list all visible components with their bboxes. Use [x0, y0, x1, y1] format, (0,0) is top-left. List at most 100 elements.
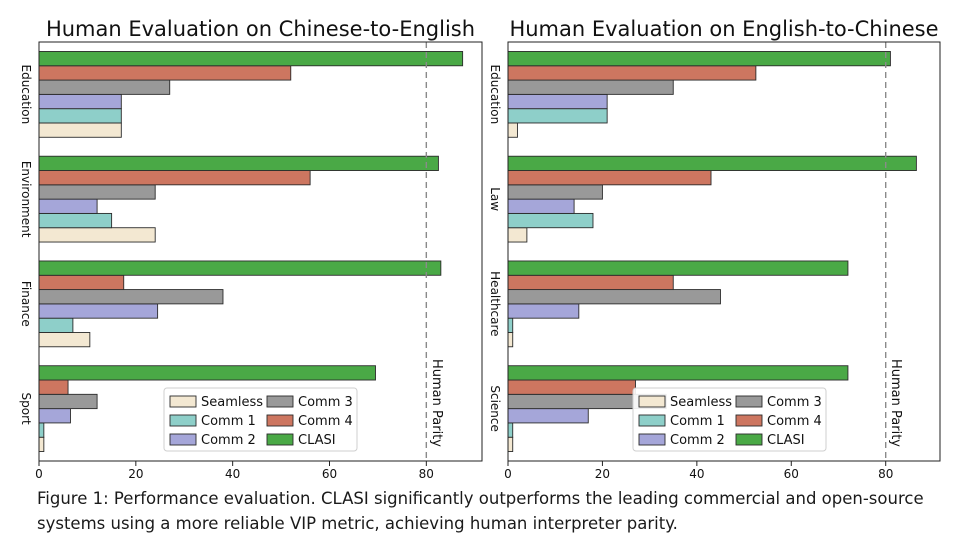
legend-label-comm-2: Comm 2	[201, 433, 256, 448]
legend-swatch-comm-4	[266, 414, 294, 427]
legend-swatch-seamless	[169, 395, 197, 408]
bar-science-clasi	[507, 365, 849, 381]
bar-education-seamless	[507, 122, 518, 138]
category-group-law: Law	[488, 155, 917, 243]
bar-law-comm-2	[507, 198, 575, 214]
bar-science-seamless	[507, 436, 514, 452]
x-tick-label-40: 40	[225, 467, 240, 480]
bar-science-comm-2	[507, 408, 589, 424]
bar-education-comm-4	[507, 65, 757, 81]
legend-swatch-seamless	[638, 395, 666, 408]
chart-panel-2: Human Evaluation on English-to-Chinese Ed…	[488, 17, 941, 480]
bar-science-comm-1	[507, 422, 514, 438]
x-tick-label-20: 20	[128, 467, 143, 480]
bar-law-comm-1	[507, 212, 594, 229]
legend-label-comm-4: Comm 4	[767, 414, 822, 429]
bar-sport-comm-4	[38, 379, 69, 395]
category-label-finance: Finance	[19, 281, 33, 327]
legend-swatch-comm-3	[266, 395, 294, 408]
category-group-finance: Finance	[19, 260, 442, 348]
bar-law-comm-3	[507, 184, 603, 200]
chart-title: Human Evaluation on Chinese-to-English	[46, 17, 475, 41]
legend-label-seamless: Seamless	[670, 395, 732, 410]
bar-education-comm-2	[38, 93, 122, 110]
category-group-education: Education	[19, 51, 464, 138]
bar-environment-comm-1	[38, 212, 113, 229]
bar-sport-comm-3	[38, 393, 98, 410]
legend-label-comm-3: Comm 3	[767, 395, 822, 410]
bar-healthcare-comm-3	[507, 289, 721, 305]
legend-label-comm-3: Comm 3	[298, 395, 353, 410]
legend-label-comm-1: Comm 1	[201, 414, 256, 429]
legend-box	[163, 387, 358, 452]
bar-healthcare-seamless	[507, 332, 514, 348]
legend-label-comm-2: Comm 2	[670, 433, 725, 448]
legend-swatch-comm-1	[169, 414, 197, 427]
bar-finance-comm-4	[38, 274, 125, 291]
bar-environment-comm-3	[38, 184, 156, 200]
category-group-education: Education	[488, 51, 891, 138]
legend-swatch-comm-2	[638, 433, 666, 446]
category-label-science: Science	[488, 385, 502, 432]
chart-panel-1: Human Evaluation on Chinese-to-English Ed…	[19, 17, 483, 480]
bar-finance-comm-1	[38, 317, 74, 333]
bar-sport-comm-1	[38, 422, 45, 438]
bar-finance-comm-3	[38, 289, 224, 305]
x-tick-label-0: 0	[504, 467, 512, 480]
bar-education-comm-2	[507, 93, 608, 110]
legend-label-seamless: Seamless	[201, 395, 263, 410]
human-parity-label: Human Parity	[429, 359, 444, 447]
legend-swatch-clasi	[735, 433, 763, 446]
legend-swatch-comm-4	[735, 414, 763, 427]
legend-swatch-comm-2	[169, 433, 197, 446]
legend-label-comm-1: Comm 1	[670, 414, 725, 429]
legend: Seamless Comm 1 Comm 2 Comm 3 Comm 4 CLASI	[163, 387, 358, 452]
bar-healthcare-clasi	[507, 260, 849, 276]
x-tick-label-20: 20	[595, 467, 610, 480]
bar-sport-comm-2	[38, 408, 71, 424]
legend-label-comm-4: Comm 4	[298, 414, 353, 429]
plot-frame	[507, 41, 941, 462]
category-label-sport: Sport	[19, 393, 33, 426]
bar-education-comm-4	[38, 65, 292, 81]
x-tick-label-60: 60	[784, 467, 799, 480]
category-group-science: Science	[488, 365, 849, 452]
legend-label-clasi: CLASI	[298, 433, 336, 448]
bar-finance-comm-2	[38, 303, 159, 319]
bar-healthcare-comm-2	[507, 303, 580, 319]
legend-swatch-clasi	[266, 433, 294, 446]
category-label-education: Education	[488, 65, 502, 125]
figure-caption: Figure 1: Performance evaluation. CLASI …	[37, 489, 924, 533]
bar-healthcare-comm-1	[507, 317, 514, 333]
x-tick-label-80: 80	[419, 467, 434, 480]
bar-finance-seamless	[38, 332, 91, 348]
x-tick-label-80: 80	[878, 467, 893, 480]
plot-frame	[38, 41, 483, 462]
bar-environment-clasi	[38, 155, 439, 171]
category-group-environment: Environment	[19, 155, 439, 243]
bar-education-comm-3	[38, 79, 171, 95]
bar-sport-clasi	[38, 365, 376, 381]
bar-education-seamless	[38, 122, 122, 138]
legend-swatch-comm-1	[638, 414, 666, 427]
category-group-healthcare: Healthcare	[488, 260, 849, 348]
bar-sport-seamless	[38, 436, 45, 452]
x-tick-label-60: 60	[322, 467, 337, 480]
chart-title: Human Evaluation on English-to-Chinese	[509, 17, 938, 41]
x-tick-label-40: 40	[689, 467, 704, 480]
bar-environment-comm-4	[38, 170, 311, 186]
x-tick-label-0: 0	[35, 467, 43, 480]
bar-healthcare-comm-4	[507, 274, 674, 291]
category-label-healthcare: Healthcare	[488, 271, 502, 336]
legend-label-clasi: CLASI	[767, 433, 805, 448]
bar-education-comm-1	[507, 108, 608, 124]
bar-finance-clasi	[38, 260, 442, 276]
bar-environment-seamless	[38, 227, 156, 243]
legend: Seamless Comm 1 Comm 2 Comm 3 Comm 4 CLASI	[632, 387, 827, 452]
bar-law-comm-4	[507, 170, 712, 186]
legend-swatch-comm-3	[735, 395, 763, 408]
bar-education-clasi	[507, 51, 891, 67]
bar-science-comm-4	[507, 379, 636, 395]
bar-education-comm-3	[507, 79, 674, 95]
bar-environment-comm-2	[38, 198, 98, 214]
